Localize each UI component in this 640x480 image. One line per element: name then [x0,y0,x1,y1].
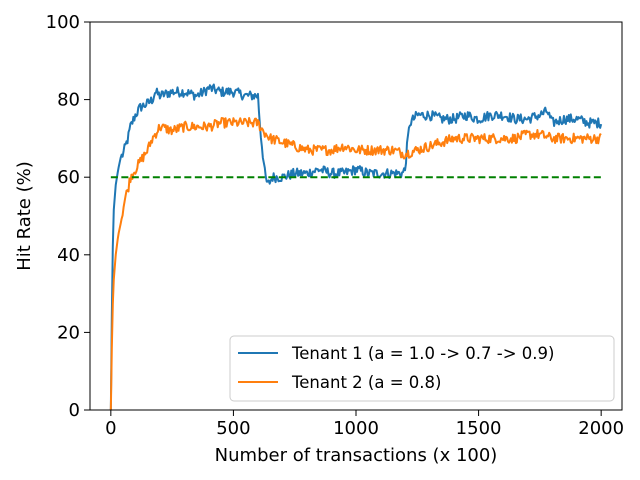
x-axis-label: Number of transactions (x 100) [215,445,498,466]
series-layer [109,83,603,411]
y-tick-label: 60 [57,167,80,188]
legend: Tenant 1 (a = 1.0 -> 0.7 -> 0.9) Tenant … [229,335,615,402]
y-tick-label: 40 [57,245,80,266]
y-tick-label: 100 [46,12,80,33]
x-tick-label: 500 [216,418,250,439]
y-axis-label: Hit Rate (%) [14,161,35,270]
series-line-tenant-1 [109,83,603,411]
x-tick-label: 2000 [578,418,624,439]
y-tick-label: 80 [57,90,80,111]
legend-frame [229,335,615,402]
legend-label-tenant-1: Tenant 1 (a = 1.0 -> 0.7 -> 0.9) [291,344,554,363]
y-axis-ticks: 0 20 40 60 80 100 [46,12,90,421]
legend-label-tenant-2: Tenant 2 (a = 0.8) [291,373,441,392]
x-axis-ticks: 0 500 1000 1500 2000 [105,410,624,439]
y-tick-label: 0 [69,400,80,421]
x-tick-label: 0 [105,418,116,439]
series-line-tenant-2 [109,116,602,411]
x-tick-label: 1500 [456,418,502,439]
x-tick-label: 1000 [333,418,379,439]
y-tick-label: 20 [57,322,80,343]
